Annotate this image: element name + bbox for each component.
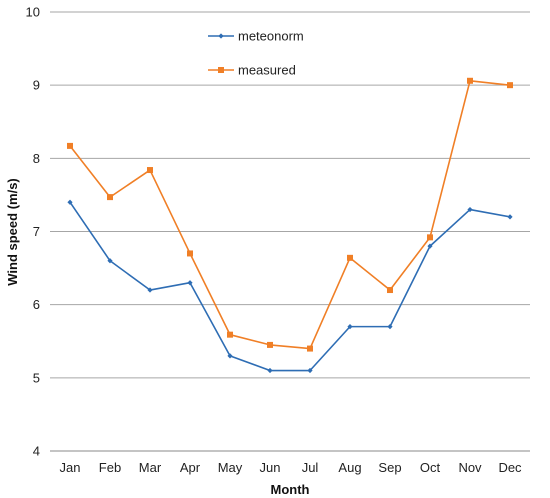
meteonorm-line <box>69 201 511 372</box>
y-tick-labels: 4 5 6 7 8 9 10 <box>26 5 40 459</box>
meteonorm-point <box>467 206 473 213</box>
series-measured <box>67 77 513 352</box>
measured-point <box>467 77 473 84</box>
meteonorm-point <box>427 243 433 249</box>
meteonorm-point <box>67 199 73 205</box>
measured-line <box>69 79 511 350</box>
legend: meteonorm measured <box>208 29 304 78</box>
meteonorm-point <box>347 324 353 330</box>
x-tick-label: Jun <box>260 460 281 475</box>
x-tick-label: Jul <box>302 460 319 475</box>
series-lines <box>67 77 513 374</box>
x-tick-label: Aug <box>338 460 361 475</box>
x-tick-label: Nov <box>458 460 482 475</box>
x-tick-label: Feb <box>99 460 121 475</box>
legend-marker <box>218 33 224 39</box>
measured-point <box>267 341 273 348</box>
y-tick-label: 9 <box>33 78 40 93</box>
measured-point <box>67 142 73 149</box>
x-tick-label: Oct <box>420 460 441 475</box>
y-tick-label: 6 <box>33 297 40 312</box>
x-tick-label: May <box>218 460 243 475</box>
legend-label-measured: measured <box>238 63 296 78</box>
meteonorm-point <box>267 367 273 374</box>
legend-label-meteonorm: meteonorm <box>238 29 304 44</box>
y-tick-label: 10 <box>26 5 40 20</box>
measured-point <box>427 234 433 241</box>
measured-point <box>147 167 153 174</box>
measured-point <box>387 287 393 294</box>
y-tick-label: 5 <box>33 370 40 385</box>
x-tick-label: Sep <box>378 460 401 475</box>
legend-marker <box>218 67 224 73</box>
series-meteonorm <box>67 199 513 374</box>
meteonorm-point <box>507 214 513 220</box>
gridlines <box>50 11 530 452</box>
x-tick-label: Mar <box>139 460 162 475</box>
meteonorm-point <box>187 280 193 286</box>
measured-point <box>227 331 233 338</box>
x-tick-labels: Jan Feb Mar Apr May Jun Jul Aug Sep Oct Nov Dec <box>60 460 523 475</box>
y-axis-title: Wind speed (m/s) <box>5 178 20 286</box>
y-tick-label: 4 <box>33 444 40 459</box>
meteonorm-point <box>307 367 313 374</box>
x-tick-label: Jan <box>60 460 81 475</box>
measured-point <box>187 250 193 257</box>
y-tick-label: 7 <box>33 224 40 239</box>
meteonorm-point <box>387 324 393 330</box>
meteonorm-point <box>147 287 153 293</box>
meteonorm-point <box>107 258 113 264</box>
measured-point <box>507 82 513 89</box>
measured-point <box>307 345 313 352</box>
measured-point <box>347 254 353 261</box>
meteonorm-point <box>227 353 233 359</box>
measured-point <box>107 194 113 201</box>
x-axis-title: Month <box>271 482 310 497</box>
x-tick-label: Dec <box>498 460 522 475</box>
y-tick-label: 8 <box>33 151 40 166</box>
x-tick-label: Apr <box>180 460 201 475</box>
